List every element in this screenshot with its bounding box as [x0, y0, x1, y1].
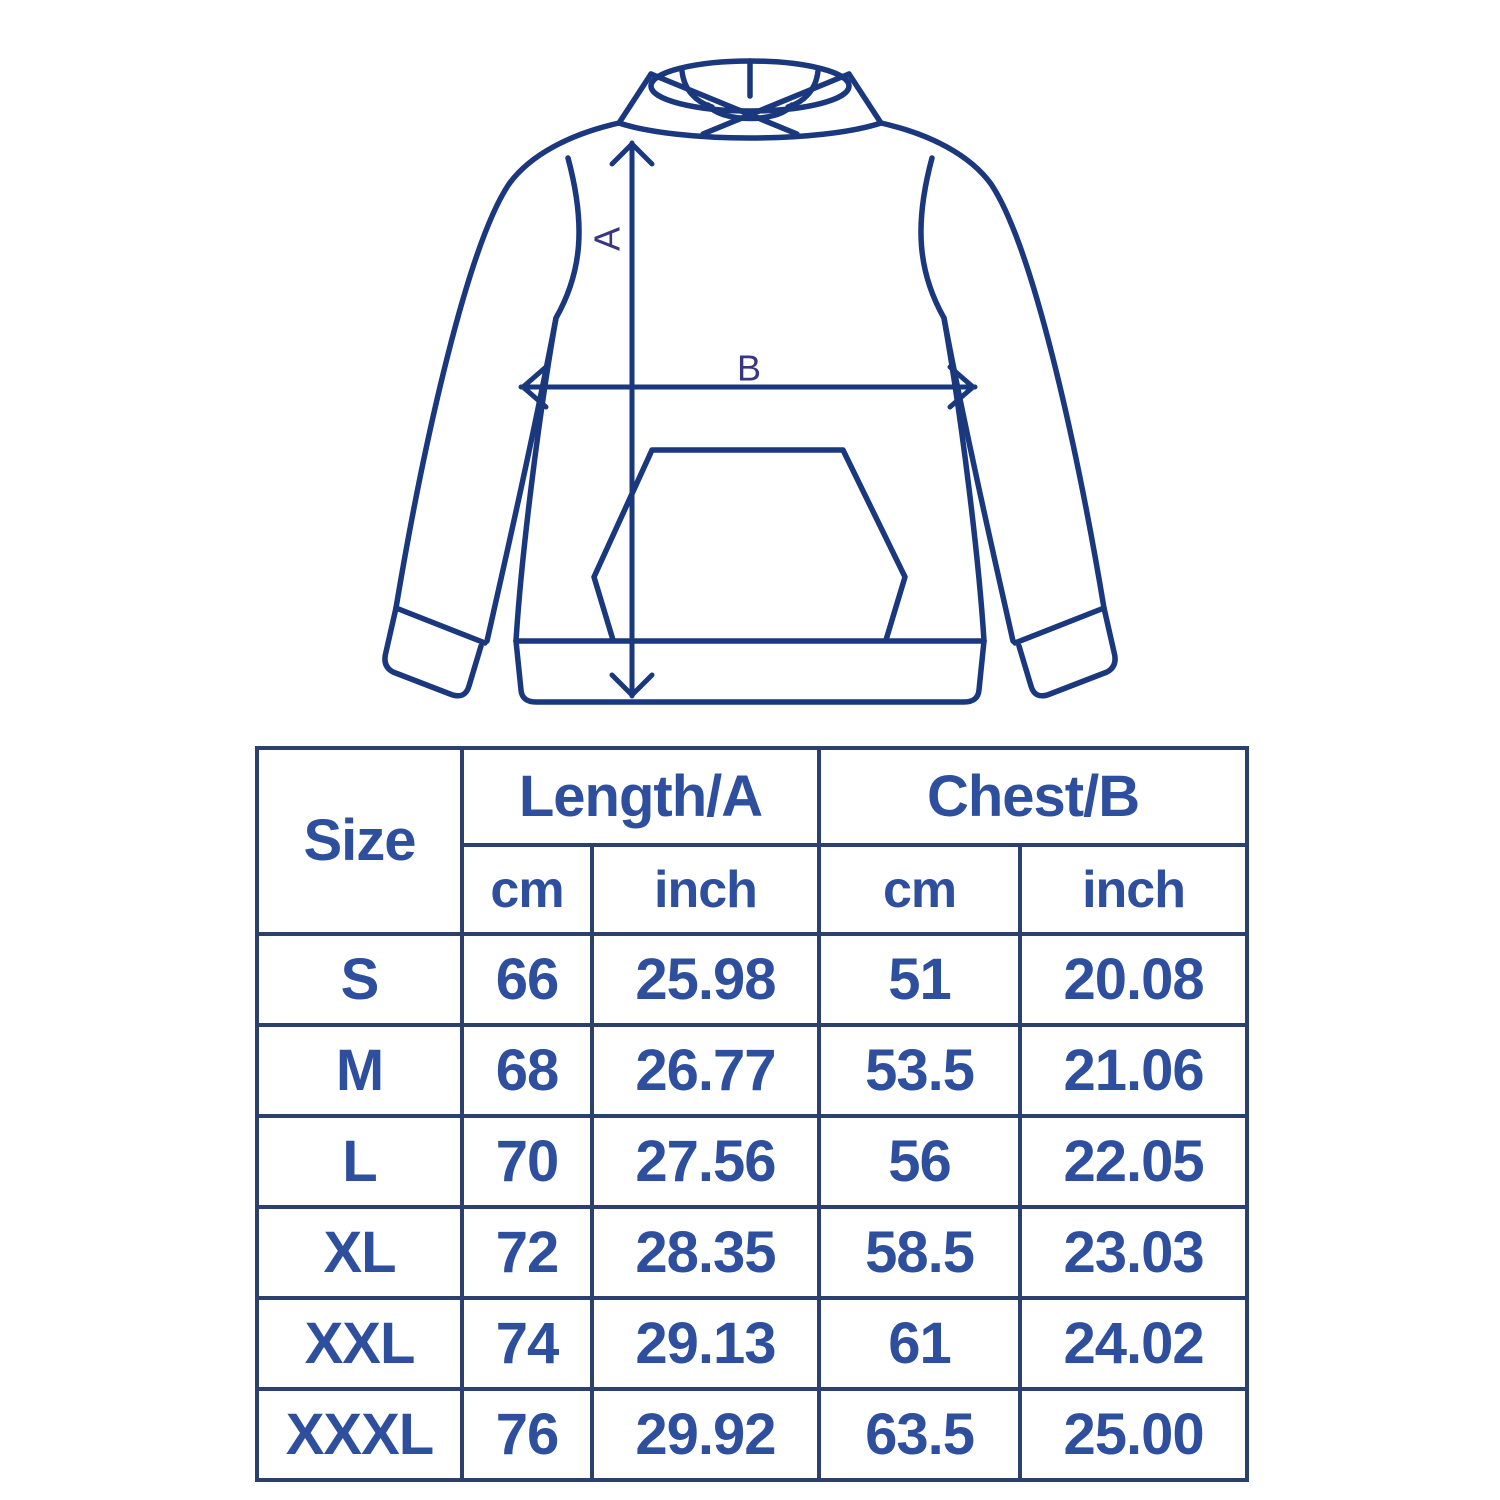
hem-outline [513, 638, 987, 705]
length-cm-cell: 76 [460, 1387, 594, 1482]
length-inch-cell: 29.13 [589, 1296, 822, 1391]
length-inch-cell: 26.77 [589, 1023, 822, 1118]
chest-inch-cell: 20.08 [1018, 932, 1250, 1027]
kangaroo-pocket [591, 447, 908, 643]
size-cell: XXXL [255, 1387, 464, 1482]
column-header-length-inch: inch [589, 843, 822, 936]
arrow-head-right-icon [947, 364, 976, 410]
chest-cm-cell: 56 [817, 1114, 1023, 1209]
length-inch-cell: 25.98 [589, 932, 822, 1027]
table-subheader-row: cm inch cm inch [257, 843, 1250, 936]
size-cell: XXL [255, 1296, 464, 1391]
chest-cm-cell: 51 [817, 932, 1023, 1027]
length-arrow [609, 140, 655, 699]
hood-edge-right [846, 71, 884, 126]
length-inch-cell: 28.35 [589, 1205, 822, 1300]
hood-cross-right-panel [700, 71, 852, 137]
table-row: XL 72 28.35 58.5 23.03 [255, 1205, 1250, 1300]
body-left-edge [513, 155, 582, 644]
length-label: A [587, 227, 628, 251]
chest-cm-cell: 63.5 [817, 1387, 1023, 1482]
chest-inch-cell: 22.05 [1018, 1114, 1250, 1209]
size-cell: L [255, 1114, 464, 1209]
cuff-right-seam [1012, 605, 1107, 646]
hoodie-diagram: A B [382, 58, 1118, 705]
cuff-left [382, 605, 484, 699]
size-cell: S [255, 932, 464, 1027]
column-group-chest: Chest/B [817, 746, 1250, 847]
chest-cm-cell: 53.5 [817, 1023, 1023, 1118]
column-header-length-cm: cm [460, 843, 594, 936]
column-header-size: Size [255, 746, 464, 936]
table-row: M 68 26.77 53.5 21.06 [255, 1023, 1250, 1118]
chest-label: B [737, 348, 761, 389]
sleeve-right-outer [878, 120, 1107, 611]
size-cell: XL [255, 1205, 464, 1300]
length-cm-cell: 68 [460, 1023, 594, 1118]
cuff-right [1016, 605, 1118, 699]
hood-cross-left-panel [648, 71, 800, 137]
column-group-length: Length/A [459, 746, 822, 847]
length-inch-cell: 29.92 [589, 1387, 822, 1482]
table-row: XXL 74 29.13 61 24.02 [255, 1296, 1250, 1391]
table-header-row: Size Length/A Chest/B [255, 746, 1250, 936]
body-outline [513, 155, 987, 644]
column-header-chest-cm: cm [817, 843, 1023, 936]
body-right-edge [918, 155, 987, 644]
column-header-chest-inch: inch [1018, 843, 1250, 936]
sleeve-right [878, 120, 1118, 699]
table-row: S 66 25.98 51 20.08 [255, 932, 1250, 1027]
length-cm-cell: 70 [460, 1114, 594, 1209]
length-cm-cell: 72 [460, 1205, 594, 1300]
chest-cm-cell: 61 [817, 1296, 1023, 1391]
length-cm-cell: 74 [460, 1296, 594, 1391]
hood [616, 58, 884, 141]
arrow-head-left-icon [520, 364, 549, 410]
hood-edge-left [616, 71, 654, 126]
arrow-head-up-icon [609, 141, 655, 167]
cuff-left-seam [393, 605, 488, 646]
chest-inch-cell: 25.00 [1018, 1387, 1250, 1482]
collar-arc [616, 120, 884, 141]
chest-cm-cell: 58.5 [817, 1205, 1023, 1300]
chest-inch-cell: 23.03 [1018, 1205, 1250, 1300]
arrow-head-down-icon [609, 672, 655, 698]
chest-inch-cell: 24.02 [1018, 1296, 1250, 1391]
length-inch-cell: 27.56 [589, 1114, 822, 1209]
hem-band [513, 638, 987, 705]
size-table: Size Length/A Chest/B cm inch cm inch S … [255, 746, 1250, 1482]
sleeve-left-outer [393, 120, 622, 611]
chest-inch-cell: 21.06 [1018, 1023, 1250, 1118]
table-row: L 70 27.56 56 22.05 [255, 1114, 1250, 1209]
sleeve-left [382, 120, 622, 699]
size-cell: M [255, 1023, 464, 1118]
hood-inner-collar [705, 102, 795, 122]
chest-arrow [518, 364, 978, 410]
table-row: XXXL 76 29.92 63.5 25.00 [255, 1387, 1250, 1482]
pocket-outline [591, 447, 908, 643]
length-cm-cell: 66 [460, 932, 594, 1027]
